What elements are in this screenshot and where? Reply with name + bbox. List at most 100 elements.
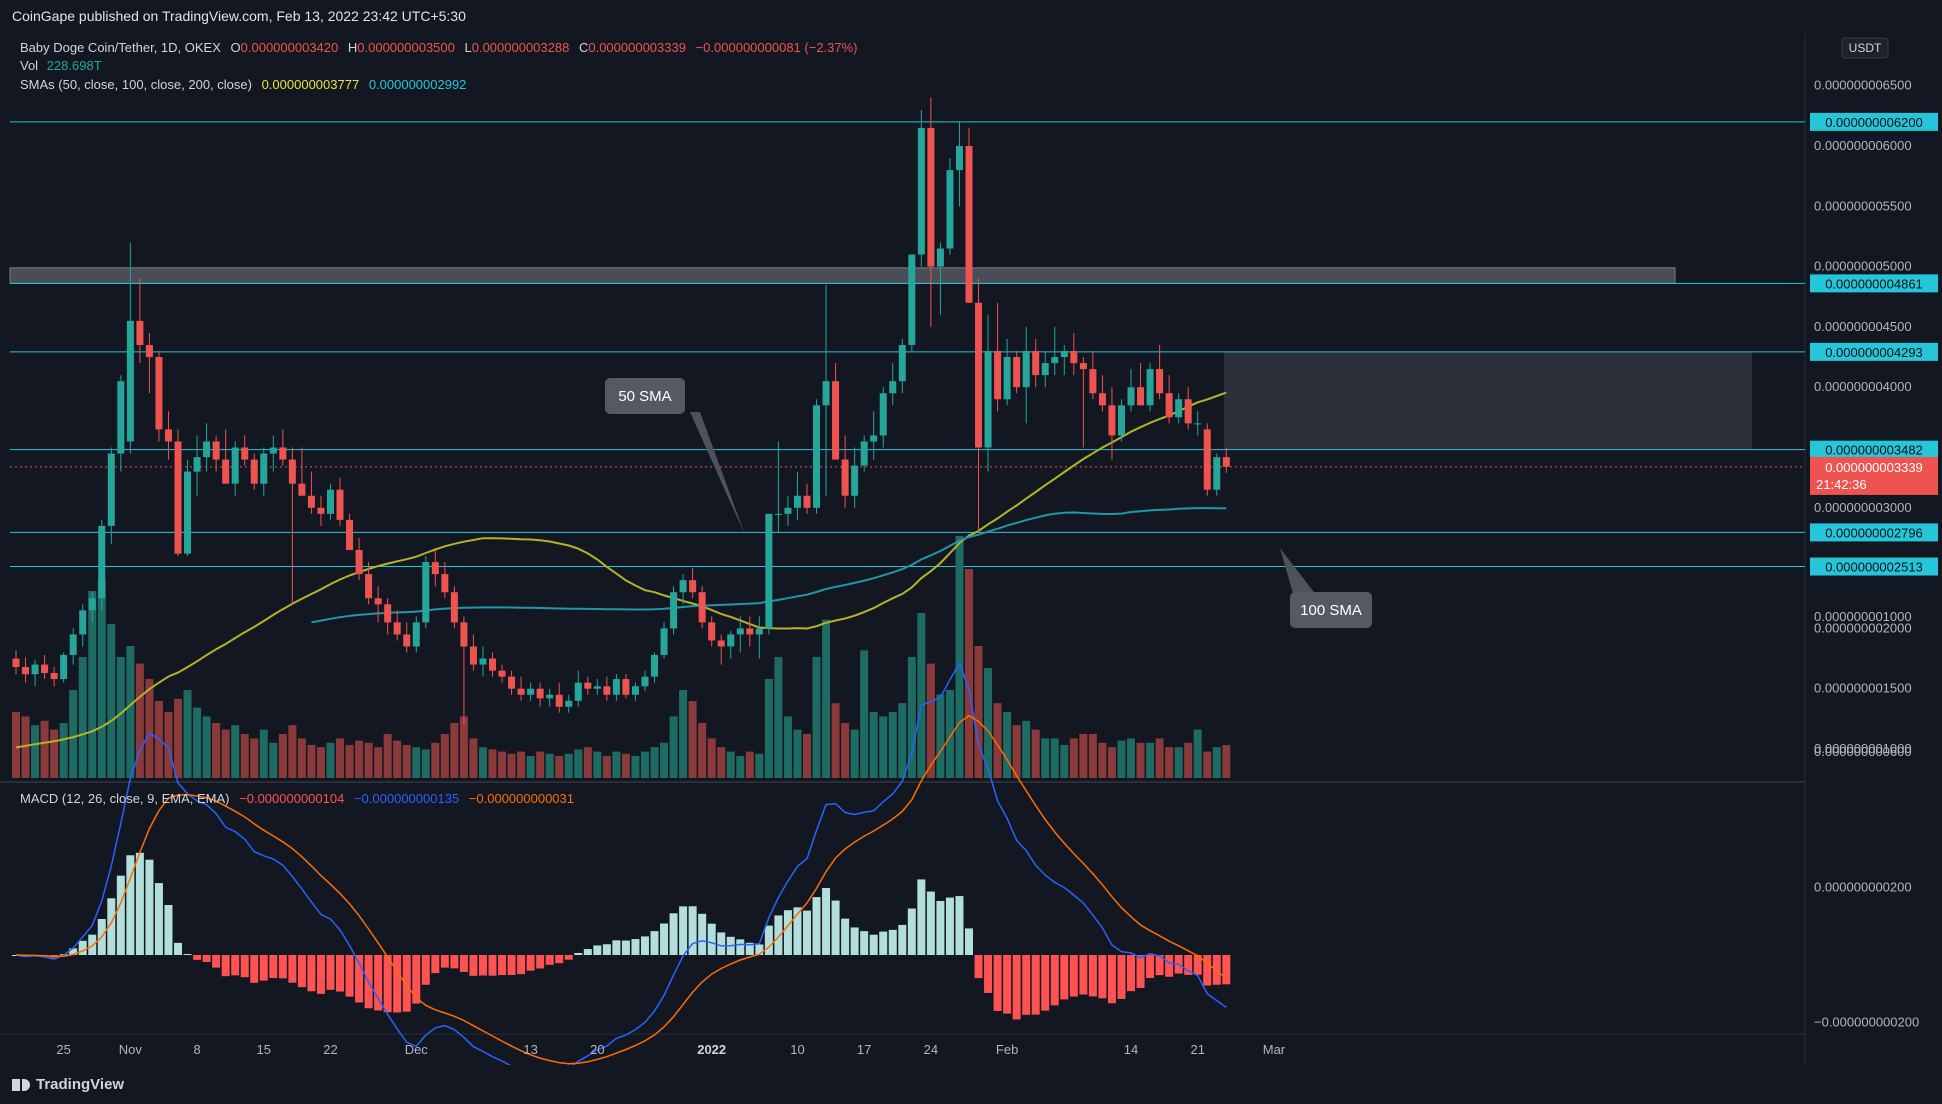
candle-body[interactable] (593, 686, 601, 689)
candle-body[interactable] (889, 381, 897, 394)
candle-body[interactable] (412, 622, 420, 647)
candle-body[interactable] (355, 550, 363, 575)
candle-body[interactable] (117, 381, 125, 454)
candle-body[interactable] (574, 682, 582, 701)
candle-body[interactable] (1060, 351, 1068, 358)
candle-body[interactable] (832, 381, 840, 460)
candle-body[interactable] (326, 489, 334, 514)
candle-body[interactable] (508, 676, 516, 689)
candle-body[interactable] (498, 670, 506, 677)
candle-body[interactable] (936, 248, 944, 267)
candle-body[interactable] (241, 447, 249, 460)
candle-body[interactable] (879, 393, 887, 436)
candle-body[interactable] (984, 351, 992, 448)
candle-body[interactable] (689, 580, 697, 593)
candle-body[interactable] (365, 574, 373, 599)
candle-body[interactable] (184, 471, 192, 554)
candle-body[interactable] (193, 457, 201, 472)
tradingview-logo[interactable]: TradingView (12, 1076, 124, 1093)
candle-body[interactable] (288, 459, 296, 484)
candle-body[interactable] (965, 146, 973, 303)
candle-body[interactable] (803, 495, 811, 508)
candle-body[interactable] (69, 634, 77, 655)
candle-body[interactable] (107, 453, 115, 526)
candle-body[interactable] (631, 686, 639, 695)
candle-body[interactable] (1013, 357, 1021, 388)
candle-body[interactable] (1070, 351, 1078, 364)
candle-body[interactable] (622, 679, 630, 695)
candle-body[interactable] (870, 435, 878, 442)
candle-body[interactable] (603, 686, 611, 695)
candle-body[interactable] (203, 441, 211, 458)
candle-body[interactable] (31, 664, 39, 675)
candle-body[interactable] (1051, 357, 1059, 364)
candle-body[interactable] (1156, 369, 1164, 394)
candle-body[interactable] (546, 694, 554, 699)
candle-body[interactable] (736, 628, 744, 635)
candle-body[interactable] (79, 610, 87, 635)
candle-body[interactable] (1194, 423, 1202, 425)
candle-body[interactable] (469, 646, 477, 665)
candle-body[interactable] (155, 357, 163, 430)
candle-body[interactable] (374, 598, 382, 605)
candle-body[interactable] (489, 658, 496, 671)
candle-body[interactable] (660, 628, 668, 655)
candle-body[interactable] (441, 574, 449, 593)
candle-body[interactable] (1117, 405, 1125, 436)
candlesticks[interactable] (12, 97, 1230, 725)
candle-body[interactable] (851, 465, 859, 496)
candle-body[interactable] (555, 694, 563, 707)
candle-body[interactable] (50, 673, 58, 680)
candle-body[interactable] (1089, 369, 1097, 394)
candle-body[interactable] (917, 127, 925, 255)
candle-body[interactable] (670, 592, 678, 629)
candle-body[interactable] (1079, 363, 1087, 370)
candle-body[interactable] (479, 658, 487, 665)
candle-body[interactable] (698, 592, 706, 623)
candle-body[interactable] (260, 453, 268, 484)
candle-body[interactable] (98, 525, 106, 599)
candle-body[interactable] (431, 562, 439, 575)
candle-body[interactable] (164, 429, 172, 442)
candle-body[interactable] (307, 495, 315, 508)
candle-body[interactable] (222, 459, 230, 484)
candle-body[interactable] (774, 513, 782, 515)
candle-body[interactable] (250, 459, 258, 484)
candle-body[interactable] (1022, 351, 1030, 388)
candle-body[interactable] (784, 507, 792, 514)
candle-body[interactable] (822, 381, 830, 406)
candle-body[interactable] (975, 302, 983, 448)
candle-body[interactable] (1127, 387, 1135, 406)
candle-body[interactable] (860, 441, 868, 466)
candle-body[interactable] (946, 170, 954, 249)
candle-body[interactable] (460, 622, 468, 647)
candle-body[interactable] (88, 598, 96, 611)
candle-body[interactable] (212, 441, 220, 460)
candle-body[interactable] (1184, 399, 1192, 424)
candle-body[interactable] (793, 495, 801, 508)
candle-body[interactable] (298, 483, 306, 496)
candle-body[interactable] (1098, 393, 1106, 406)
candle-body[interactable] (269, 447, 277, 454)
candle-body[interactable] (1213, 457, 1221, 490)
currency-label[interactable]: USDT (1849, 41, 1882, 55)
candle-body[interactable] (279, 447, 287, 460)
candle-body[interactable] (1222, 457, 1230, 467)
candle-body[interactable] (136, 320, 144, 345)
candle-body[interactable] (1041, 363, 1049, 376)
candle-body[interactable] (1146, 369, 1154, 406)
candle-body[interactable] (584, 682, 592, 689)
candle-body[interactable] (717, 640, 725, 647)
candle-body[interactable] (927, 127, 935, 267)
candle-body[interactable] (841, 459, 849, 496)
candle-body[interactable] (336, 489, 344, 520)
candle-body[interactable] (612, 679, 620, 695)
candle-body[interactable] (1203, 429, 1211, 490)
candle-body[interactable] (384, 604, 392, 623)
candle-body[interactable] (450, 592, 458, 623)
candle-body[interactable] (755, 628, 763, 635)
candle-body[interactable] (765, 513, 773, 629)
candle-body[interactable] (1032, 351, 1040, 376)
candle-body[interactable] (126, 320, 134, 442)
candle-body[interactable] (727, 634, 735, 647)
